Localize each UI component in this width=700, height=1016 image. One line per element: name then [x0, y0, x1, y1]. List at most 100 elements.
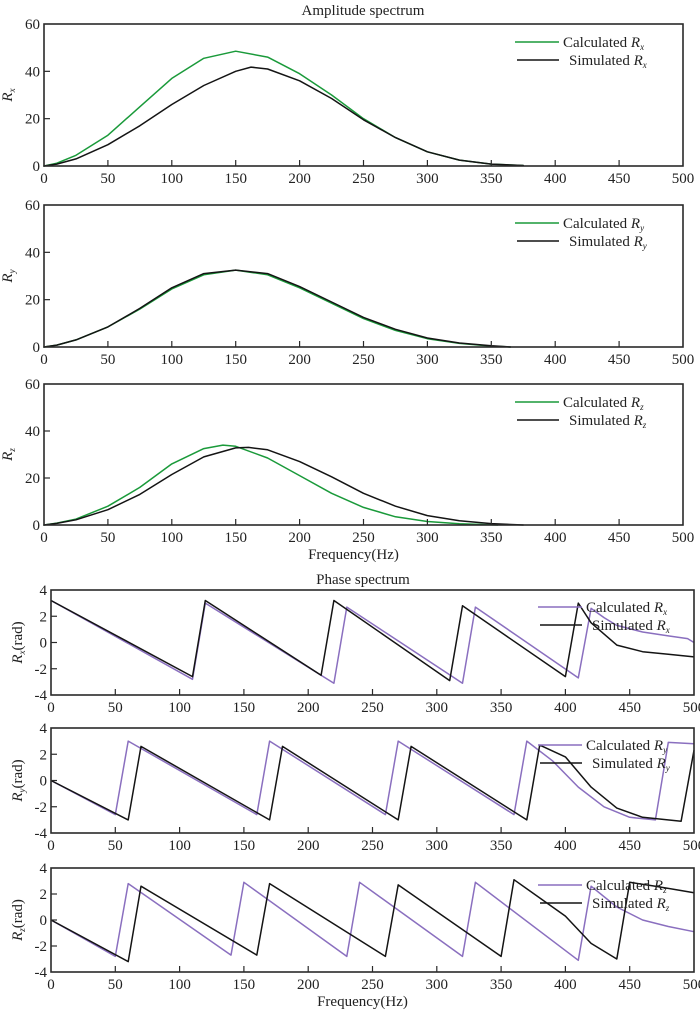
x-tick-label: 400	[544, 171, 567, 187]
x-tick-label: 300	[426, 977, 449, 993]
x-tick-label: 200	[297, 700, 320, 716]
x-tick-label: 0	[47, 838, 55, 854]
x-tick-label: 400	[554, 700, 577, 716]
y-tick-label: 60	[25, 377, 40, 393]
legend-label-subscript: z	[639, 402, 644, 412]
x-tick-label: 250	[352, 171, 375, 187]
y-tick-label: 40	[25, 245, 40, 261]
panels: 0 50 100 150 200 250 300 350 400 450 5000204060RxC…	[0, 17, 700, 1010]
x-tick-label: 0	[47, 700, 55, 716]
series-line-simulated	[50, 744, 695, 822]
legend-label-text: Simulated	[592, 756, 657, 772]
x-tick-label: 200	[288, 530, 311, 546]
y-tick-label: 60	[25, 17, 40, 33]
legend-label-simulated: Simulated Rx	[569, 53, 647, 70]
y-axis-label-subscript: y	[7, 269, 17, 274]
panel-phase-z: 050100150200250300350400450500-4-2024Rz(…	[10, 861, 700, 1010]
x-tick-label: 450	[618, 977, 641, 993]
y-tick-label: 0	[33, 159, 41, 175]
x-tick-label: 200	[297, 977, 320, 993]
y-tick-label: -2	[35, 939, 48, 955]
y-axis-label: Rz(rad)	[10, 899, 27, 942]
legend-label-subscript: z	[665, 903, 670, 913]
legend-label-simulated: Simulated Ry	[569, 234, 647, 251]
x-tick-label: 50	[100, 530, 115, 546]
x-tick-label: 150	[233, 700, 256, 716]
x-tick-label: 50	[100, 352, 115, 368]
x-tick-label: 500	[672, 530, 695, 546]
x-tick-label: 350	[480, 171, 503, 187]
y-tick-label: -4	[35, 826, 48, 842]
x-tick-label: 250	[361, 838, 384, 854]
y-axis-label: Rx(rad)	[10, 621, 27, 664]
x-tick-label: 500	[672, 171, 695, 187]
y-axis-label-subscript: z	[7, 448, 17, 453]
legend-label-symbol: R	[630, 395, 640, 411]
x-tick-label: 250	[361, 700, 384, 716]
panel-amplitude-y: 0 50 100 150 200 250 300 350 400 450 5000204060RyC…	[0, 198, 694, 368]
x-tick-label: 100	[161, 530, 184, 546]
x-tick-label: 0	[47, 977, 55, 993]
series-line-simulated	[50, 878, 695, 963]
x-tick-label: 50	[108, 977, 123, 993]
y-tick-label: 0	[40, 913, 48, 929]
legend-label-symbol: R	[656, 618, 666, 634]
series-line-calculated	[43, 50, 525, 167]
legend-label-text: Calculated	[586, 738, 654, 754]
y-tick-label: 20	[25, 293, 40, 309]
x-tick-label: 0	[40, 352, 48, 368]
x-tick-label: 450	[618, 838, 641, 854]
x-tick-label: 150	[233, 977, 256, 993]
series-line-simulated	[43, 66, 525, 167]
x-tick-label: 150	[224, 352, 247, 368]
legend-label-symbol: R	[630, 216, 640, 232]
legend-label-subscript: x	[642, 60, 647, 70]
x-tick-label: 300	[416, 530, 439, 546]
phase-spectrum-title: Phase spectrum	[316, 572, 410, 588]
y-tick-label: 60	[25, 198, 40, 214]
y-tick-label: 0	[33, 518, 41, 534]
y-tick-label: -2	[35, 800, 48, 816]
y-axis-label: Ry(rad)	[10, 759, 27, 802]
legend-label-subscript: y	[665, 763, 670, 773]
y-tick-label: -2	[35, 662, 48, 678]
y-axis-label-symbol: R	[0, 273, 16, 283]
legend-label-text: Calculated	[563, 216, 631, 232]
x-tick-label: 500	[683, 700, 700, 716]
x-tick-label: 150	[224, 530, 247, 546]
panel-amplitude-z: 0 50 100 150 200 250 300 350 400 450 500 0 20 40 60 Rz F…	[0, 377, 694, 563]
x-tick-label: 200	[288, 352, 311, 368]
x-tick-label: 0	[40, 530, 48, 546]
legend-label-text: Calculated	[586, 600, 654, 616]
y-axis-label-unit: (rad)	[10, 759, 26, 788]
legend-label-text: Simulated	[569, 53, 634, 69]
legend-label-symbol: R	[656, 756, 666, 772]
legend-label-symbol: R	[653, 738, 663, 754]
x-tick-label: 300	[426, 700, 449, 716]
x-tick-label: 250	[352, 352, 375, 368]
legend-label-subscript: x	[665, 625, 670, 635]
y-axis-label-symbol: R	[10, 932, 26, 942]
series-line-simulated	[43, 446, 525, 526]
legend-label-text: Calculated	[563, 35, 631, 51]
x-tick-label: 350	[480, 530, 503, 546]
series-line-calculated	[43, 444, 499, 526]
x-tick-label: 400	[544, 530, 567, 546]
x-tick-label: 0	[40, 171, 48, 187]
legend-label-subscript: x	[639, 42, 644, 52]
y-tick-label: 0	[40, 774, 48, 790]
series-line-calculated	[43, 269, 512, 348]
y-tick-label: 4	[40, 583, 48, 599]
legend-label-calculated: Calculated Ry	[563, 216, 644, 233]
y-tick-label: 2	[40, 887, 48, 903]
y-tick-label: 40	[25, 64, 40, 80]
legend-label-symbol: R	[656, 896, 666, 912]
amplitude-spectrum-title: Amplitude spectrum	[302, 3, 425, 19]
y-tick-label: 40	[25, 424, 40, 440]
y-axis-label-symbol: R	[10, 654, 26, 664]
legend-label-symbol: R	[633, 234, 643, 250]
x-tick-label: 300	[426, 838, 449, 854]
series-line-simulated	[43, 269, 512, 348]
